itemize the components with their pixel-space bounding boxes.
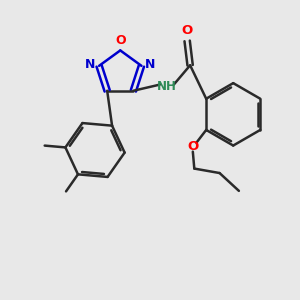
Text: O: O <box>187 140 198 153</box>
Text: N: N <box>85 58 95 71</box>
Text: N: N <box>145 58 156 71</box>
Text: NH: NH <box>156 80 176 93</box>
Text: O: O <box>181 24 192 38</box>
Text: O: O <box>115 34 126 47</box>
